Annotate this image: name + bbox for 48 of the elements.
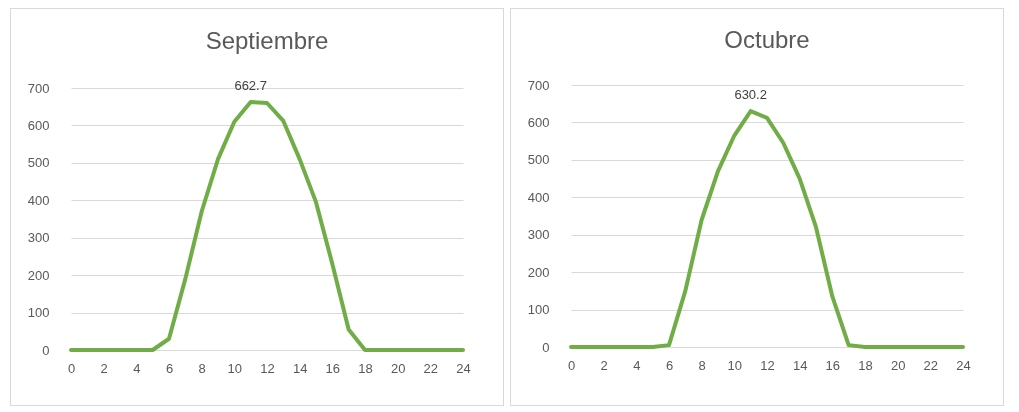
y-tick-label: 500 bbox=[27, 155, 50, 171]
x-tick-label: 24 bbox=[456, 360, 471, 376]
y-tick-label: 200 bbox=[27, 267, 50, 283]
y-tick-label: 700 bbox=[27, 80, 50, 96]
x-tick-label: 18 bbox=[358, 360, 373, 376]
y-tick-label: 700 bbox=[527, 77, 550, 93]
x-tick-label: 10 bbox=[727, 357, 743, 373]
y-tick-label: 400 bbox=[527, 189, 550, 205]
y-tick-label: 0 bbox=[42, 342, 50, 358]
x-tick-label: 8 bbox=[198, 360, 206, 376]
line-series bbox=[569, 109, 965, 349]
chart-title: Septiembre bbox=[205, 26, 329, 54]
x-tick-label: 6 bbox=[665, 357, 674, 373]
x-tick-label: 10 bbox=[227, 360, 243, 376]
y-tick-label: 100 bbox=[527, 302, 550, 318]
y-tick-label: 0 bbox=[542, 339, 550, 355]
x-tick-label: 16 bbox=[825, 357, 841, 373]
x-tick-label: 0 bbox=[567, 357, 576, 373]
x-tick-label: 14 bbox=[292, 360, 308, 376]
y-tick-label: 100 bbox=[27, 305, 50, 321]
x-tick-label: 6 bbox=[165, 360, 174, 376]
x-tick-label: 16 bbox=[325, 360, 341, 376]
y-tick-label: 300 bbox=[27, 230, 50, 246]
x-tick-label: 2 bbox=[600, 357, 608, 373]
y-tick-label: 400 bbox=[27, 192, 50, 208]
x-tick-label: 8 bbox=[698, 357, 706, 373]
y-tick-label: 200 bbox=[527, 264, 550, 280]
y-tick-label: 300 bbox=[527, 227, 550, 243]
data-label: 630.2 bbox=[734, 87, 767, 103]
x-tick-label: 0 bbox=[67, 360, 76, 376]
x-tick-label: 22 bbox=[923, 357, 939, 373]
x-tick-label: 2 bbox=[100, 360, 108, 376]
line-series bbox=[69, 99, 465, 352]
x-tick-label: 24 bbox=[956, 357, 971, 373]
x-tick-label: 4 bbox=[133, 360, 141, 376]
chart-title: Octubre bbox=[724, 26, 810, 53]
x-tick-label: 22 bbox=[423, 360, 439, 376]
x-tick-label: 20 bbox=[390, 360, 406, 376]
x-tick-label: 18 bbox=[858, 357, 873, 373]
x-tick-label: 4 bbox=[633, 357, 641, 373]
y-tick-label: 600 bbox=[527, 114, 550, 130]
y-tick-label: 500 bbox=[527, 152, 550, 168]
x-tick-label: 12 bbox=[760, 357, 775, 373]
data-label: 662.7 bbox=[234, 77, 267, 93]
x-tick-label: 14 bbox=[792, 357, 808, 373]
y-tick-label: 600 bbox=[27, 117, 50, 133]
x-tick-label: 20 bbox=[890, 357, 906, 373]
x-tick-label: 12 bbox=[260, 360, 275, 376]
